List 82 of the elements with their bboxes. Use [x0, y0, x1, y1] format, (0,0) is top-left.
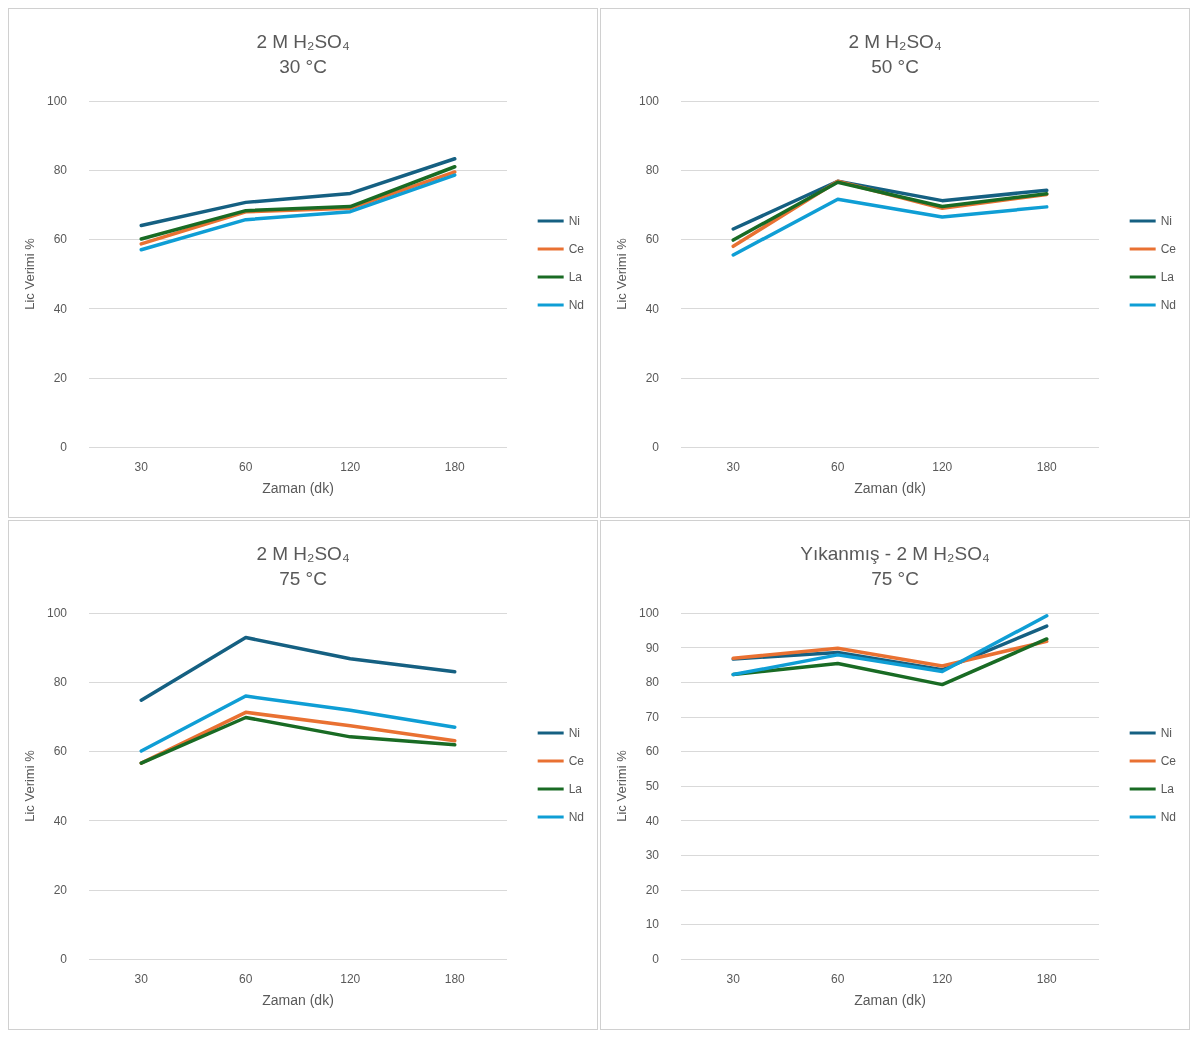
x-tick-label: 180	[444, 460, 466, 474]
y-tick-label: 70	[645, 709, 660, 724]
x-tick-label: 120	[340, 972, 361, 986]
y-tick-label: 80	[53, 163, 68, 178]
chart-subtitle: 75 °C	[871, 568, 919, 589]
legend-label: Nd	[1160, 298, 1176, 312]
y-tick-label: 0	[60, 952, 68, 966]
x-tick-label: 180	[444, 972, 466, 986]
x-axis-title: Zaman (dk)	[854, 480, 926, 496]
line-series	[139, 635, 457, 702]
y-axis-title: Lic Verimi %	[22, 237, 38, 310]
x-tick-label: 30	[726, 972, 741, 986]
chart-title: 2 M H₂SO₄	[256, 543, 350, 564]
y-tick-label: 40	[53, 301, 68, 316]
line-series	[139, 694, 457, 753]
chart-subtitle: 30 °C	[279, 56, 327, 77]
line-series	[731, 197, 1049, 257]
legend-label: Ce	[568, 754, 585, 768]
x-tick-label: 30	[134, 460, 149, 474]
legend-label: La	[1160, 270, 1175, 284]
y-tick-label: 60	[645, 744, 660, 759]
y-tick-label: 60	[53, 744, 68, 759]
y-tick-label: 0	[652, 952, 660, 966]
x-tick-label: 60	[831, 972, 845, 986]
x-tick-label: 30	[134, 972, 149, 986]
chart-title: 2 M H₂SO₄	[848, 31, 942, 52]
legend-label: Nd	[1160, 810, 1176, 824]
x-tick-label: 60	[239, 460, 253, 474]
y-tick-label: 60	[645, 232, 660, 247]
y-axis-title: Lic Verimi %	[22, 749, 38, 822]
x-tick-label: 120	[340, 460, 361, 474]
chart-subtitle: 50 °C	[871, 56, 919, 77]
y-tick-label: 0	[652, 440, 660, 454]
x-tick-label: 60	[831, 460, 845, 474]
chart-title: Yıkanmış - 2 M H₂SO₄	[800, 543, 990, 564]
legend-label: Nd	[568, 298, 584, 312]
y-tick-label: 100	[46, 94, 68, 108]
y-tick-label: 90	[645, 640, 660, 655]
y-tick-label: 20	[53, 370, 68, 385]
x-axis-title: Zaman (dk)	[854, 992, 926, 1008]
y-axis-title: Lic Verimi %	[614, 749, 630, 822]
y-tick-label: 20	[53, 882, 68, 897]
legend-label: Ni	[1160, 214, 1172, 228]
chart-title: 2 M H₂SO₄	[256, 31, 350, 52]
y-tick-label: 50	[645, 779, 660, 793]
y-tick-label: 20	[645, 882, 660, 897]
legend-label: La	[1160, 782, 1175, 796]
line-series	[731, 614, 1049, 677]
legend-label: La	[568, 782, 583, 796]
legend-label: Ce	[1160, 242, 1177, 256]
y-tick-label: 100	[46, 606, 68, 620]
y-tick-label: 0	[60, 440, 68, 454]
y-tick-label: 40	[645, 813, 660, 828]
y-tick-label: 60	[53, 232, 68, 247]
y-tick-label: 20	[645, 370, 660, 385]
legend-label: Ni	[568, 726, 580, 740]
x-axis-title: Zaman (dk)	[262, 992, 334, 1008]
x-tick-label: 180	[1036, 460, 1058, 474]
y-tick-label: 100	[638, 94, 660, 108]
x-tick-label: 180	[1036, 972, 1058, 986]
y-tick-label: 80	[645, 675, 660, 690]
x-tick-label: 120	[932, 460, 953, 474]
y-tick-label: 10	[645, 917, 660, 932]
legend-label: La	[568, 270, 583, 284]
legend-label: Nd	[568, 810, 584, 824]
chart-subtitle: 75 °C	[279, 568, 327, 589]
legend-label: Ce	[1160, 754, 1177, 768]
y-axis-title: Lic Verimi %	[614, 237, 630, 310]
y-tick-label: 80	[53, 675, 68, 690]
x-tick-label: 30	[726, 460, 741, 474]
y-tick-label: 40	[53, 813, 68, 828]
legend-label: Ce	[568, 242, 585, 256]
legend-label: Ni	[568, 214, 580, 228]
y-tick-label: 40	[645, 301, 660, 316]
x-tick-label: 120	[932, 972, 953, 986]
x-tick-label: 60	[239, 972, 253, 986]
y-tick-label: 100	[638, 606, 660, 620]
x-axis-title: Zaman (dk)	[262, 480, 334, 496]
line-series	[139, 157, 457, 228]
legend-label: Ni	[1160, 726, 1172, 740]
y-tick-label: 80	[645, 163, 660, 178]
y-tick-label: 30	[645, 848, 660, 863]
